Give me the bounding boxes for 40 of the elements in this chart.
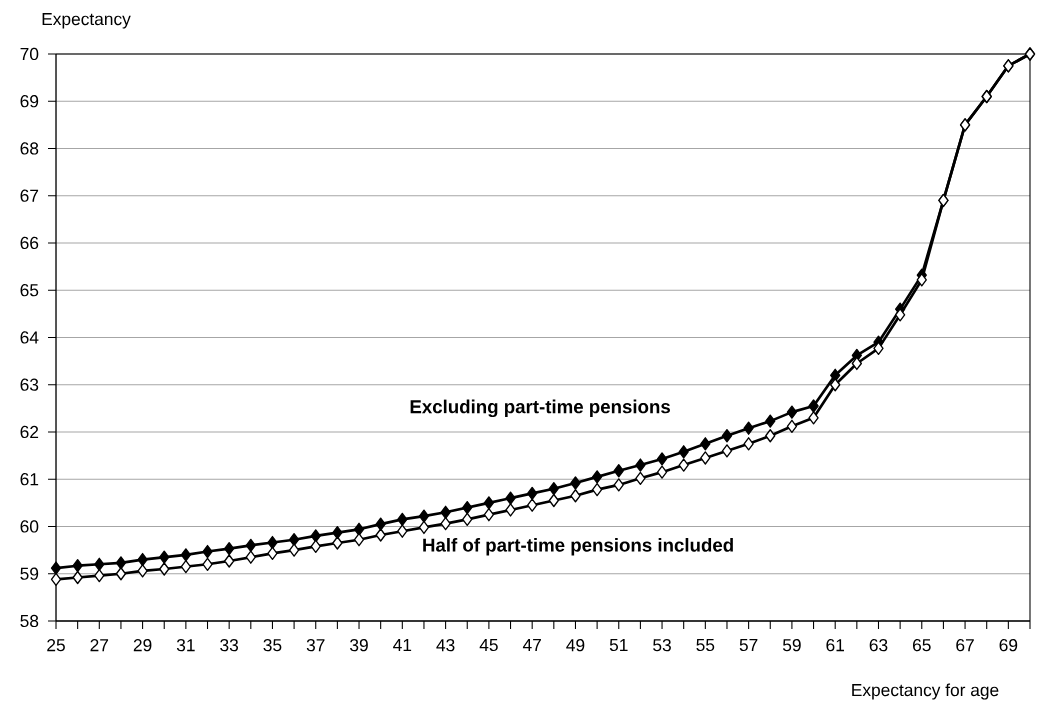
x-tick-label: 39 — [350, 639, 368, 652]
y-tick-label: 61 — [20, 473, 39, 486]
y-tick-label: 64 — [20, 331, 39, 344]
x-tick-label: 49 — [566, 639, 585, 652]
x-tick-label: 65 — [913, 639, 931, 652]
x-tick-label: 61 — [826, 639, 844, 652]
x-tick-label: 45 — [479, 639, 498, 652]
x-tick-label: 51 — [609, 639, 628, 652]
y-tick-label: 59 — [20, 567, 39, 580]
x-tick-label: 69 — [999, 639, 1018, 652]
y-tick-label: 66 — [20, 236, 39, 250]
y-tick-label: 65 — [20, 284, 39, 297]
x-tick-label: 53 — [653, 639, 671, 652]
x-tick-label: 55 — [696, 639, 715, 652]
x-tick-label: 37 — [306, 639, 325, 652]
y-tick-label: 68 — [20, 142, 39, 155]
x-tick-label: 35 — [263, 639, 282, 652]
y-tick-label: 69 — [20, 95, 39, 108]
y-tick-label: 58 — [20, 614, 39, 628]
y-tick-label: 70 — [20, 47, 39, 61]
x-tick-label: 59 — [782, 639, 801, 652]
x-tick-label: 33 — [220, 639, 239, 652]
x-tick-label: 63 — [869, 639, 888, 652]
y-tick-label: 63 — [20, 378, 39, 391]
x-tick-label: 67 — [956, 639, 974, 652]
x-tick-label: 43 — [436, 639, 455, 652]
x-tick-label: 29 — [133, 639, 152, 652]
x-tick-label: 41 — [393, 639, 412, 651]
x-tick-label: 27 — [90, 639, 109, 652]
x-tick-label: 57 — [739, 639, 758, 652]
x-tick-label: 25 — [47, 639, 65, 652]
series-label: Excluding part-time pensions — [410, 399, 670, 418]
x-tick-label: 47 — [522, 639, 541, 651]
series-label: Half of part-time pensions included — [423, 538, 733, 556]
x-tick-label: 31 — [176, 639, 195, 652]
x-axis-title: Expectancy for age — [852, 683, 999, 700]
y-tick-label: 62 — [20, 425, 39, 439]
y-axis-title: Expectancy — [42, 13, 131, 29]
y-tick-label: 60 — [20, 520, 39, 533]
y-tick-label: 67 — [20, 189, 39, 202]
